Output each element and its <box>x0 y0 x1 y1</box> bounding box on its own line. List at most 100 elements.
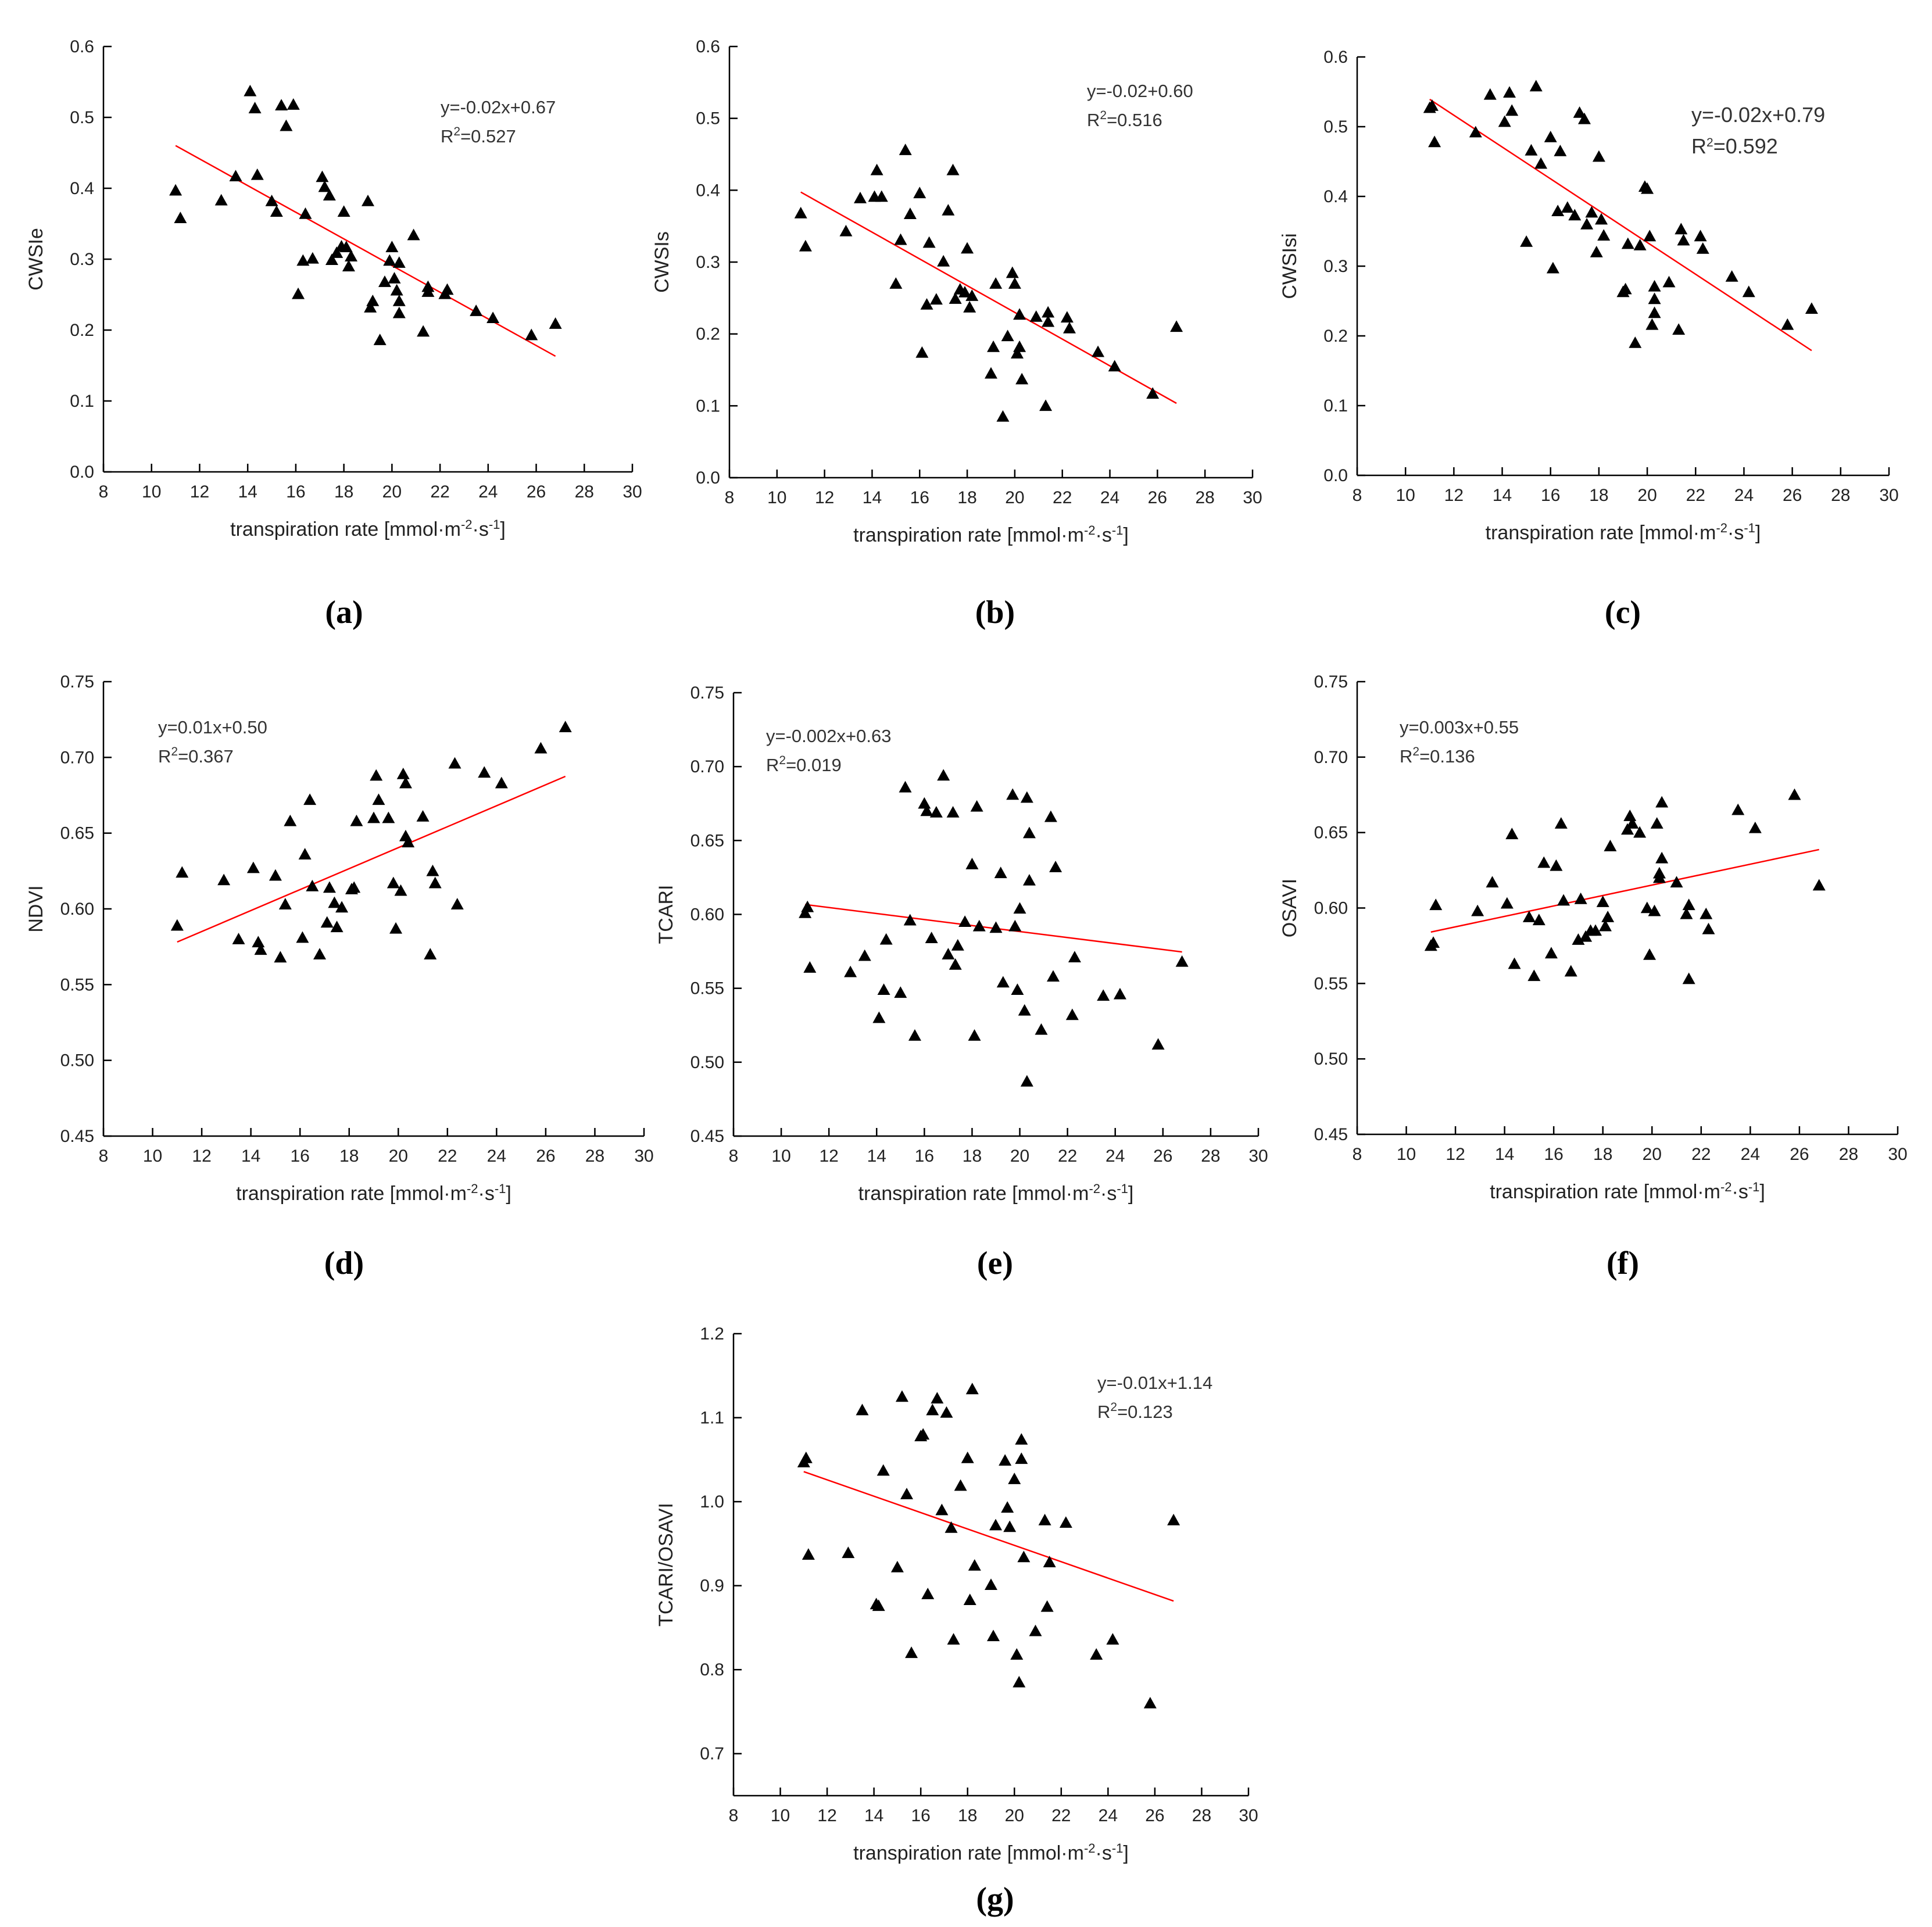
data-point <box>921 1588 935 1599</box>
data-point <box>1063 321 1076 334</box>
data-point <box>963 300 976 313</box>
x-tick-label: 24 <box>1741 1145 1760 1164</box>
y-tick-label: 0.50 <box>1314 1050 1348 1069</box>
y-tick-label: 1.1 <box>700 1409 724 1428</box>
data-point <box>1590 246 1603 257</box>
data-point <box>399 776 412 789</box>
x-axis-label-part: -2 <box>1084 1841 1096 1856</box>
data-point <box>1013 902 1026 914</box>
data-point <box>1696 242 1709 254</box>
data-point <box>372 793 385 805</box>
x-axis-label: transpiration rate [mmol·m-2·s-1] <box>853 523 1129 546</box>
r-squared-superscript: 2 <box>1412 745 1419 758</box>
x-tick-label: 14 <box>1493 486 1512 505</box>
x-axis-label-part: ·s <box>1100 1183 1117 1205</box>
x-tick-label: 10 <box>1396 486 1415 505</box>
data-point <box>1092 345 1105 357</box>
y-tick-label: 0.55 <box>60 975 94 994</box>
data-point <box>525 328 538 341</box>
x-axis-label-part: ·s <box>1732 1181 1748 1203</box>
data-point <box>895 1390 908 1402</box>
data-point <box>1742 285 1755 298</box>
data-point <box>370 769 383 781</box>
data-point <box>1648 280 1661 292</box>
x-axis-label-part: -1 <box>1112 1841 1124 1856</box>
data-point <box>1143 1697 1157 1708</box>
data-point <box>972 919 986 932</box>
x-tick-label: 18 <box>339 1147 359 1166</box>
data-point <box>905 1646 918 1659</box>
data-point <box>1626 817 1639 829</box>
data-point <box>275 99 288 111</box>
data-point <box>232 933 245 944</box>
data-point <box>1561 201 1574 213</box>
data-point <box>1022 874 1036 886</box>
r-squared: R2=0.136 <box>1400 745 1475 766</box>
data-point <box>1001 1501 1014 1513</box>
data-point <box>323 189 336 200</box>
regression-equation: y=-0.002x+0.63 <box>766 726 891 746</box>
data-point <box>949 292 962 304</box>
data-point <box>448 757 461 769</box>
data-point <box>968 1559 981 1571</box>
x-tick-label: 16 <box>1541 486 1560 505</box>
data-point <box>894 233 907 245</box>
data-point <box>946 806 960 818</box>
x-tick-label: 8 <box>99 1147 109 1166</box>
data-point <box>1008 277 1021 289</box>
data-point <box>1544 947 1558 959</box>
data-point <box>1648 292 1661 305</box>
data-point <box>1621 823 1634 835</box>
data-point <box>1097 989 1110 1001</box>
data-point <box>937 255 950 267</box>
y-tick-label: 0.50 <box>690 1053 724 1072</box>
x-tick-label: 30 <box>634 1147 653 1166</box>
data-point <box>1700 907 1713 919</box>
data-point <box>987 340 1000 352</box>
r-squared-symbol: R <box>766 755 779 775</box>
data-point <box>899 144 912 155</box>
data-point <box>330 246 344 258</box>
x-tick-label: 26 <box>1145 1806 1164 1825</box>
chart-panel-c: 8 10 12 14 16 18 20 22 24 26 28 30 0.0 0.1 0.2 0.3 0.4 0.… <box>1279 48 1899 631</box>
data-point <box>478 766 491 778</box>
data-point <box>1151 1038 1165 1050</box>
data-point <box>328 896 341 908</box>
data-point <box>996 976 1010 988</box>
data-point <box>970 800 983 812</box>
x-tick-label: 24 <box>478 482 498 502</box>
y-tick-label: 0.75 <box>690 683 724 703</box>
data-point <box>842 1546 855 1559</box>
chart-panel-e: 8 10 12 14 16 18 20 22 24 26 28 30 0.45 0.50 0.55 0.60 0… <box>655 683 1268 1281</box>
x-axis-label-part: -2 <box>1084 523 1096 538</box>
data-point <box>803 961 817 973</box>
x-tick-label: 18 <box>957 488 976 507</box>
data-point <box>1469 126 1482 138</box>
data-point <box>299 207 312 219</box>
x-axis-label-part: -1 <box>1117 1181 1128 1196</box>
x-tick-label: 30 <box>622 482 642 502</box>
data-point <box>1175 955 1189 967</box>
data-point <box>1596 896 1609 907</box>
x-tick-label: 18 <box>963 1147 982 1166</box>
x-axis-label-part: ] <box>1759 1181 1765 1203</box>
r-squared-symbol: R <box>1087 110 1100 130</box>
data-point <box>1702 922 1715 934</box>
data-point <box>961 1451 974 1463</box>
data-point <box>1170 320 1183 332</box>
data-point <box>416 810 430 822</box>
data-point <box>799 1451 813 1463</box>
data-point <box>1015 372 1029 385</box>
y-tick-label: 0.1 <box>70 392 94 411</box>
data-point <box>254 943 267 955</box>
data-point <box>951 939 964 951</box>
x-tick-label: 14 <box>867 1147 886 1166</box>
y-tick-label: 0.0 <box>70 463 94 482</box>
data-point <box>917 1428 930 1440</box>
x-tick-label: 26 <box>1153 1147 1172 1166</box>
data-point <box>534 742 548 754</box>
data-point <box>1508 957 1521 969</box>
data-point <box>1532 914 1545 926</box>
data-point <box>1641 182 1654 194</box>
data-point <box>364 300 377 313</box>
